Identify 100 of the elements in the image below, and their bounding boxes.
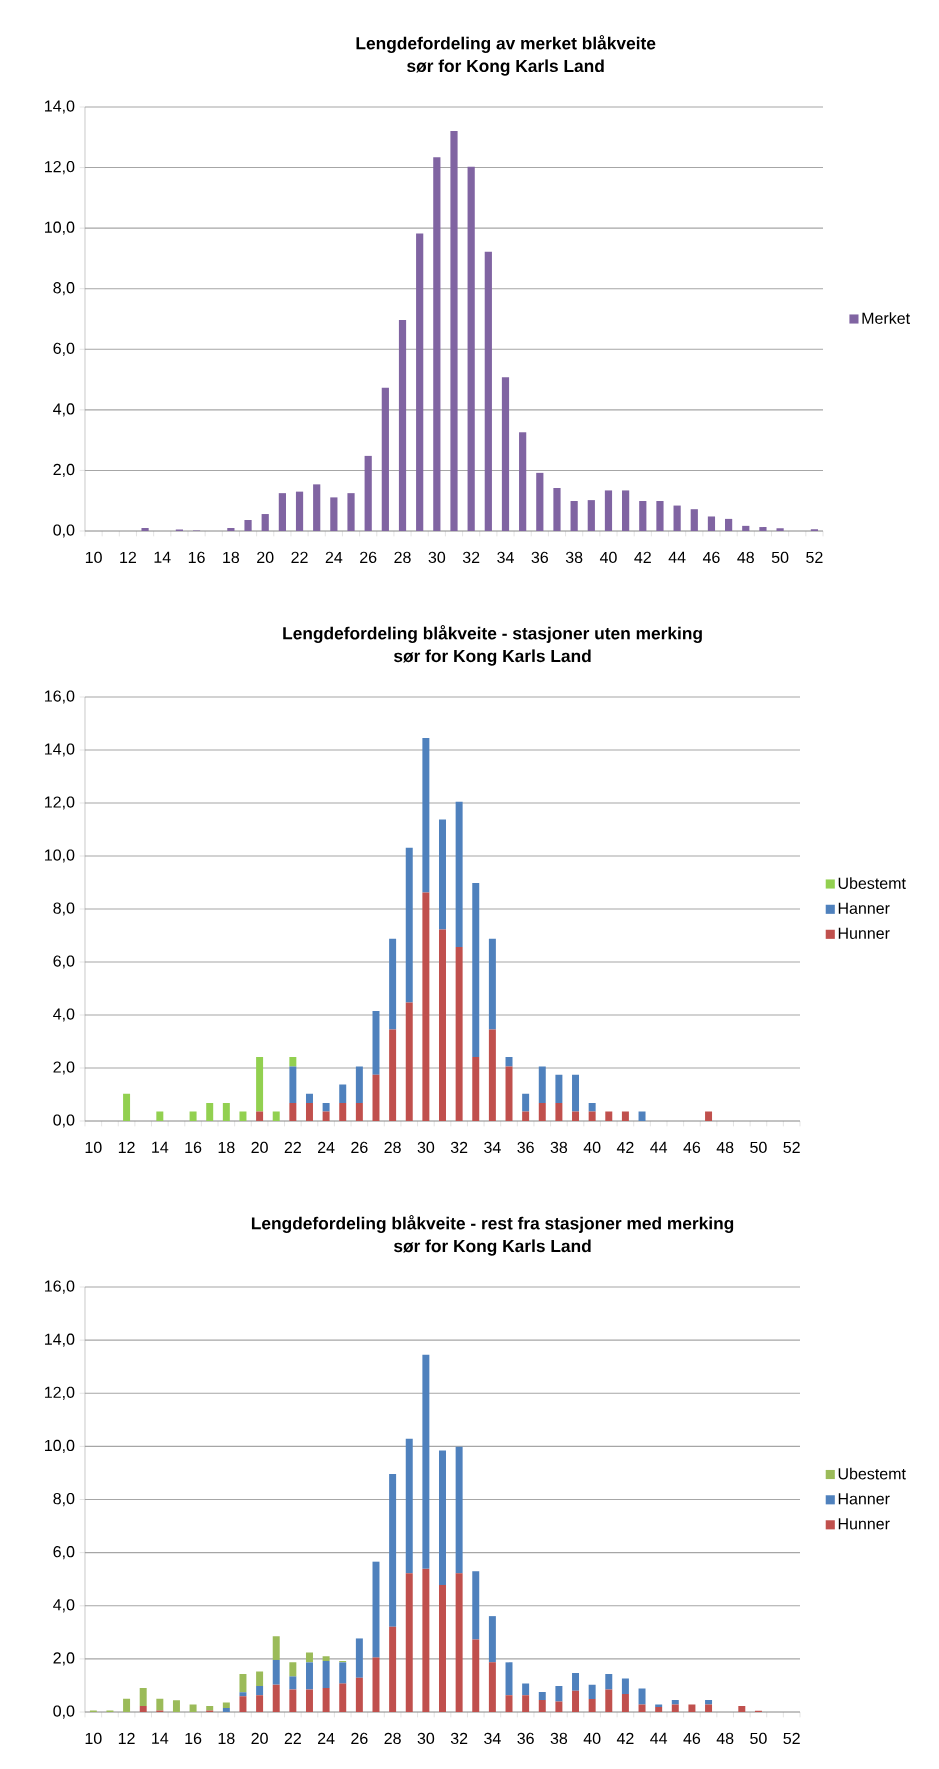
x-tick-label: 42 <box>616 1732 634 1744</box>
x-tick-label: 18 <box>218 1141 235 1154</box>
x-tick-label: 28 <box>384 1141 401 1154</box>
x-tick-label: 34 <box>484 1141 501 1154</box>
y-tick-label: 8,0 <box>53 902 75 916</box>
x-tick-label: 26 <box>351 1732 368 1745</box>
x-tick-label: 22 <box>291 551 308 563</box>
legend-label: Hanner <box>838 902 890 914</box>
x-tick-label: 46 <box>683 1141 701 1154</box>
legend-label: Ubestemt <box>838 877 906 889</box>
x-tick-label: 20 <box>251 1732 268 1745</box>
x-tick-label: 36 <box>517 1141 534 1154</box>
x-tick-label: 50 <box>771 551 789 564</box>
x-tick-label: 24 <box>325 551 343 563</box>
x-tick-label: 12 <box>120 551 136 563</box>
y-tick-label: 6,0 <box>53 342 75 356</box>
legend-label: Hunner <box>838 1518 890 1530</box>
x-tick-label: 50 <box>750 1141 767 1154</box>
x-tick-label: 48 <box>716 1732 734 1745</box>
x-tick-label: 36 <box>531 551 549 564</box>
x-tick-label: 16 <box>185 1732 202 1745</box>
chart-subtitle: sør for Kong Karls Land <box>407 59 604 76</box>
y-tick-label: 0,0 <box>53 524 75 538</box>
x-tick-label: 28 <box>394 551 411 564</box>
x-tick-label: 14 <box>152 1141 169 1153</box>
x-tick-label: 32 <box>462 551 480 564</box>
x-tick-label: 12 <box>118 1732 135 1744</box>
y-tick-label: 10,0 <box>45 1439 75 1453</box>
y-tick-label: 0,0 <box>53 1114 75 1128</box>
legend-label: Hanner <box>838 1493 890 1505</box>
x-tick-label: 44 <box>668 551 686 563</box>
x-tick-label: 28 <box>384 1732 401 1745</box>
x-tick-label: 50 <box>750 1732 767 1745</box>
y-tick-label: 0,0 <box>53 1705 75 1719</box>
x-tick-label: 52 <box>783 1732 800 1745</box>
y-tick-label: 8,0 <box>53 1492 75 1507</box>
x-tick-label: 48 <box>716 1141 734 1154</box>
x-tick-label: 10 <box>85 551 102 564</box>
y-tick-label: 14,0 <box>45 100 75 114</box>
x-tick-label: 38 <box>565 551 583 564</box>
y-tick-label: 14,0 <box>45 1333 75 1347</box>
x-tick-label: 42 <box>616 1141 634 1153</box>
x-tick-label: 40 <box>583 1141 601 1154</box>
x-tick-label: 16 <box>188 551 205 564</box>
x-tick-label: 34 <box>497 551 514 564</box>
y-tick-label: 6,0 <box>53 955 75 969</box>
y-tick-label: 12,0 <box>45 160 75 175</box>
chart-title: Lengdefordeling av merket blåkveite <box>356 35 656 53</box>
x-tick-label: 44 <box>650 1141 668 1153</box>
x-tick-label: 44 <box>650 1732 668 1744</box>
y-tick-label: 2,0 <box>53 1061 75 1075</box>
y-tick-label: 10,0 <box>45 849 75 863</box>
x-tick-label: 32 <box>450 1732 468 1745</box>
x-tick-label: 52 <box>806 551 823 564</box>
y-tick-label: 4,0 <box>53 1599 75 1613</box>
x-tick-label: 10 <box>85 1732 102 1745</box>
y-tick-label: 2,0 <box>53 1652 75 1666</box>
chart-title: Lengdefordeling blåkveite - stasjoner uten merking <box>283 625 702 643</box>
x-tick-label: 16 <box>185 1141 202 1154</box>
x-tick-label: 26 <box>351 1141 368 1154</box>
y-tick-label: 14,0 <box>45 743 75 757</box>
x-tick-label: 30 <box>428 551 446 564</box>
y-tick-label: 16,0 <box>45 1280 75 1294</box>
x-tick-label: 22 <box>284 1141 301 1153</box>
x-tick-label: 30 <box>417 1732 435 1745</box>
y-tick-label: 2,0 <box>53 463 75 478</box>
x-tick-label: 20 <box>251 1141 268 1154</box>
x-tick-label: 20 <box>257 551 274 564</box>
x-tick-label: 24 <box>318 1732 335 1744</box>
x-tick-label: 10 <box>85 1141 102 1154</box>
x-tick-label: 46 <box>702 551 720 564</box>
x-tick-label: 24 <box>318 1141 335 1153</box>
x-tick-label: 38 <box>550 1141 568 1154</box>
x-tick-label: 26 <box>360 551 377 564</box>
chart-title: Lengdefordeling blåkveite - rest fra stasjoner med merking <box>251 1215 734 1233</box>
y-tick-label: 4,0 <box>53 1008 75 1022</box>
x-tick-label: 52 <box>783 1141 800 1154</box>
y-tick-label: 12,0 <box>45 796 75 810</box>
x-tick-label: 34 <box>484 1732 501 1745</box>
x-tick-label: 32 <box>450 1141 468 1154</box>
y-tick-label: 8,0 <box>53 282 75 296</box>
x-tick-label: 42 <box>634 551 651 563</box>
x-tick-label: 46 <box>683 1732 701 1745</box>
legend-label: Hunner <box>838 927 890 939</box>
x-tick-label: 38 <box>550 1732 568 1745</box>
x-tick-label: 18 <box>223 551 240 564</box>
x-tick-label: 18 <box>218 1732 235 1745</box>
x-tick-label: 12 <box>118 1141 135 1153</box>
x-tick-label: 36 <box>517 1732 534 1745</box>
x-tick-label: 40 <box>583 1732 601 1745</box>
x-tick-label: 48 <box>737 551 754 564</box>
legend-label: Merket <box>862 312 910 324</box>
x-tick-label: 14 <box>152 1732 169 1744</box>
y-tick-label: 4,0 <box>53 403 75 417</box>
x-tick-label: 22 <box>284 1732 301 1744</box>
y-tick-label: 10,0 <box>45 221 75 235</box>
legend-label: Ubestemt <box>838 1467 906 1480</box>
x-tick-label: 30 <box>417 1141 435 1154</box>
x-tick-label: 14 <box>154 551 171 563</box>
y-tick-label: 6,0 <box>53 1546 75 1560</box>
